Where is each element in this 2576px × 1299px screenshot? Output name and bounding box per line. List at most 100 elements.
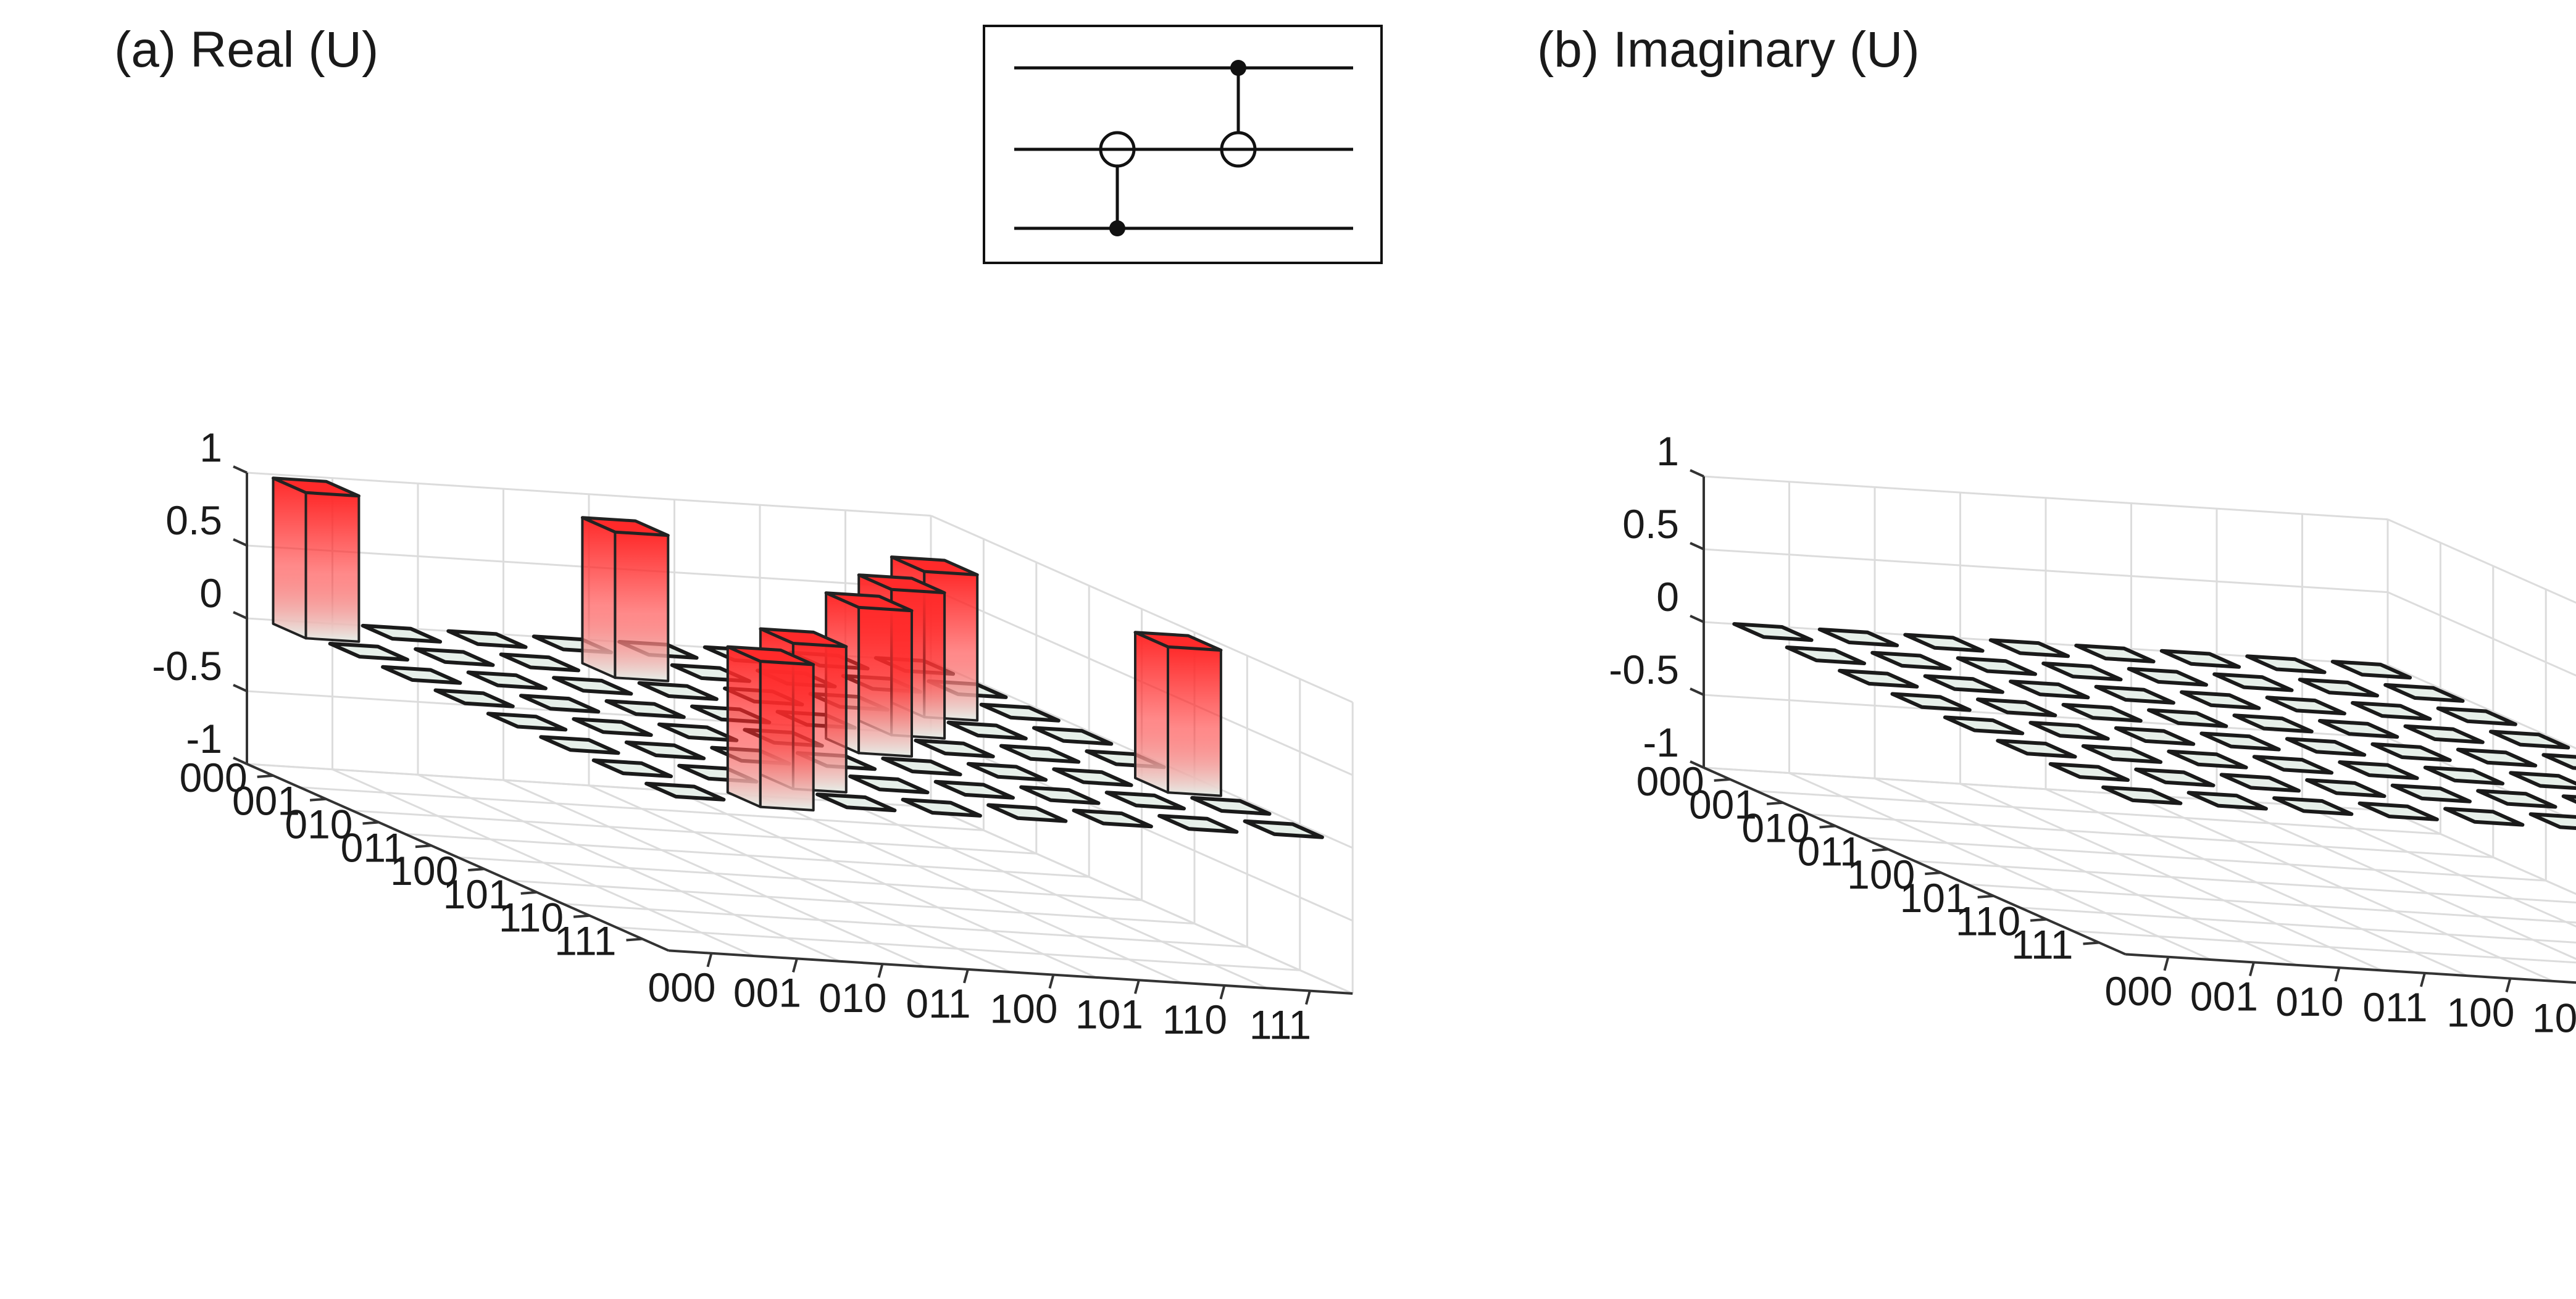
zero-bar [1923,674,2004,694]
row-tick-mark [2030,918,2047,922]
zero-bar-top [1923,674,2004,694]
zero-bar [2074,644,2156,663]
zero-bar [2061,703,2143,723]
zero-bar-top [2489,729,2570,750]
zero-bar-top [2009,679,2090,700]
zero-bar-top [2245,654,2327,674]
row-tick-label: 000 [180,755,248,800]
z-tick-mark [1690,615,1704,623]
z-gridline [1703,548,2388,594]
zero-bar-top [2423,765,2505,786]
row-tick-label: 100 [390,848,458,894]
z-tick-label: 1 [199,425,222,470]
zero-bar-top [2048,762,2130,782]
zero-bar [2390,783,2472,803]
zero-bar [2114,726,2196,746]
bar [272,476,361,643]
zero-bar-top [328,642,409,662]
z-tick-mark [1690,469,1704,478]
bar [726,645,815,811]
column-tick-label: 100 [990,986,1057,1032]
zero-bar-top [1817,627,1899,647]
zero-bar [657,722,739,742]
row-tick-label: 111 [2011,922,2073,968]
column-axis-line [669,949,1353,995]
row-tick-mark [309,797,327,802]
column-tick-mark [706,953,713,968]
zero-bar-top [2212,672,2294,692]
zero-bar [519,694,601,714]
floor-gridline [2020,907,2576,944]
zero-bar [2265,695,2346,716]
zero-bar-top [999,744,1081,764]
column-tick-label: 010 [819,975,886,1021]
z-gridline [246,763,932,808]
zero-bar [848,774,930,795]
zero-bar [328,642,409,662]
zero-bar [499,652,580,673]
zero-bar-top [572,717,653,737]
z-gridline [930,806,1353,995]
zero-bar [2134,767,2215,787]
zero-bar-top [2265,695,2346,716]
zero-bar [1032,726,1114,746]
zero-bar-top [2180,690,2261,710]
zero-bar [2541,753,2576,770]
column-tick-mark [963,969,969,984]
row-tick-label: 010 [1741,805,1809,851]
zero-bar-top [1890,692,1972,712]
row-tick-mark [1872,848,1889,852]
zero-bar [2232,713,2314,734]
zero-bar-top [1903,633,1985,653]
column-tick-label: 011 [2362,984,2427,1030]
floor-gridline [2216,799,2576,960]
z-tick-label: -0.5 [152,643,222,689]
zero-bar-top [2443,807,2525,827]
zero-bar-top [1785,645,1866,665]
row-tick-label: 110 [1956,899,2020,944]
zero-bar [979,702,1061,723]
zero-bar [2186,791,2268,811]
zero-bar [2272,796,2354,816]
zero-bar [2509,771,2576,791]
column-tick-mark [2163,957,2170,971]
zero-bar-top [2298,678,2379,698]
bar-top [824,591,914,613]
chart-title: (b) Imaginary (U) [1537,22,1920,78]
row-tick-mark [2083,941,2099,945]
z-tick-mark [1690,542,1704,550]
bar-front [857,606,913,758]
floor-gridline [2072,930,2576,964]
zero-bar-top [848,774,930,795]
z-gridline [1703,766,2388,812]
zero-bar [466,670,548,691]
bar [1133,631,1223,797]
bar-top [272,476,361,498]
row-tick-mark [415,844,432,849]
zero-bar-top [624,740,706,760]
zero-bar [2298,678,2379,698]
zero-bar [1870,650,1952,671]
zero-bar-top [657,722,739,742]
zero-bar [361,623,443,644]
column-tick-label: 101 [1075,991,1143,1037]
floor-gridline [563,903,1248,948]
zero-bar [1019,785,1101,805]
z-tick-label: -0.5 [1609,647,1679,692]
zero-bar [1890,692,1972,712]
z-gridline [2387,591,2576,677]
zero-bar [2159,649,2241,669]
column-tick-label: 001 [2190,973,2258,1019]
zero-bar-top [2272,796,2354,816]
column-tick-label: 110 [1162,997,1227,1042]
zero-bar-top [486,712,568,732]
zero-bar [999,744,1081,764]
floor-gridline [615,926,1300,971]
zero-bar-top [2199,731,2281,752]
zero-bar-top [914,738,995,758]
zero-bar-top [2318,719,2399,739]
column-tick-mark [792,958,798,973]
zero-bar-top [1019,785,1101,805]
floor-gridline [2387,810,2576,895]
